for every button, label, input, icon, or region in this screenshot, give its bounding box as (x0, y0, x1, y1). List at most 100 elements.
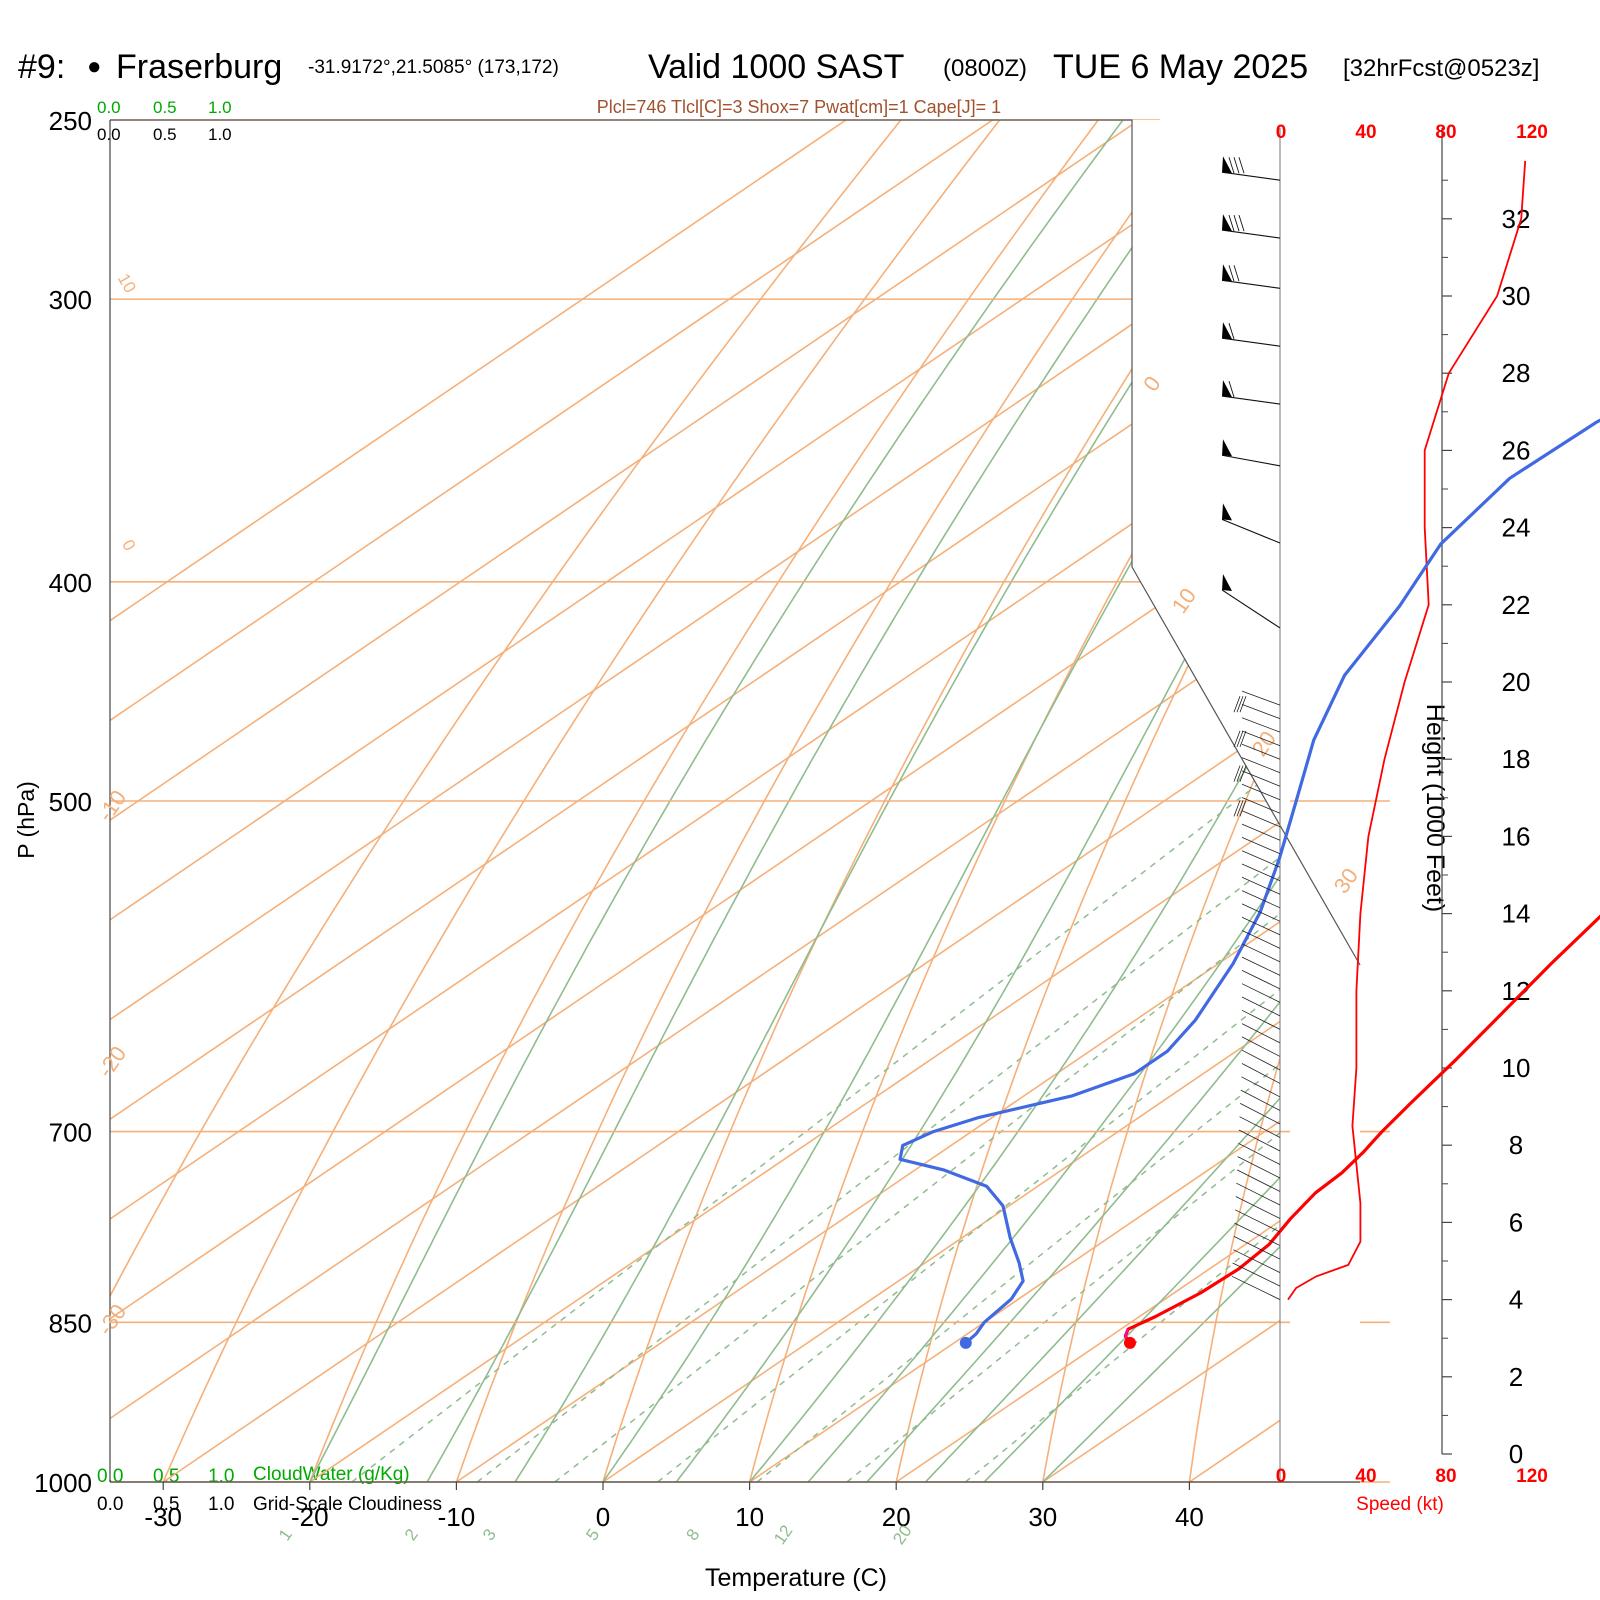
pressure-tick-label: 500 (49, 787, 92, 817)
mixing-ratio-label: 2 (401, 1525, 422, 1544)
dry-adiabat-line (602, 141, 1280, 1482)
dry-adiabat-line (455, 120, 1198, 1482)
dry-adiabat-line (162, 120, 1001, 1482)
wind-barb-feather (1228, 380, 1235, 398)
wind-barb-staff (1221, 337, 1281, 347)
pressure-tick-label: 700 (49, 1118, 92, 1148)
height-tick-label: 14 (1502, 899, 1531, 929)
wind-barb-feather (1239, 765, 1247, 782)
height-tick-label: 0 (1509, 1439, 1523, 1469)
cloud-scale-top: 0.0 0.5 1.0 0.0 0.5 1.0 (97, 98, 232, 144)
forecast-info: [32hrFcst@0523z] (1343, 55, 1539, 82)
isotherm-line (110, 120, 993, 722)
wind-barb-staff (1241, 837, 1281, 855)
cloudwater-tick-2: 1.0 (208, 98, 232, 117)
wind-barb-staff (1241, 943, 1281, 963)
wind-barb-staff (1231, 1275, 1281, 1300)
wind-barb-feather (1233, 800, 1241, 817)
moist-adiabat-line (983, 1176, 1280, 1482)
y-axis-title: P (hPa) (13, 781, 39, 859)
moist-adiabat-line (924, 1096, 1280, 1482)
wind-barb-feather (1233, 696, 1241, 713)
station-marker: ● (87, 53, 102, 80)
station-coords: -31.9172°,21.5085° (173,172) (308, 57, 559, 78)
cloudiness-tick-0: 0.0 (97, 1494, 123, 1515)
sounding-indices: Plcl=746 Tlcl[C]=3 Shox=7 Pwat[cm]=1 Cap… (597, 97, 1001, 117)
wind-speed-line (1287, 160, 1527, 1301)
height-tick-label: 28 (1502, 358, 1531, 388)
wind-barb-staff (1238, 1129, 1281, 1152)
wind-barb-staff (1240, 1103, 1281, 1125)
wind-barb-staff (1234, 1209, 1281, 1233)
temperature-tick-label: 10 (735, 1502, 764, 1532)
wind-barb-staff (1241, 850, 1281, 868)
diagram-mask (1132, 120, 1360, 1482)
wind-barb-staff (1241, 743, 1281, 760)
wind-barb-staff (1241, 930, 1281, 949)
isotherm-line (309, 821, 1280, 1482)
wind-barb-staff (1241, 1076, 1281, 1098)
wind-barb-feather (1233, 214, 1240, 232)
dry-adiabat-line (308, 120, 1100, 1482)
speed-tick-label-bottom: 0 (1276, 1466, 1287, 1487)
wind-barb-staff (1241, 1063, 1281, 1084)
surface-dewpoint-dot (959, 1336, 972, 1349)
wind-barb-staff (1221, 589, 1281, 629)
wind-barb-pennant (1222, 264, 1232, 282)
wind-barb-feather (1239, 800, 1247, 817)
wind-barb-staff (1233, 1236, 1281, 1260)
cloudwater-tick-0: 0.0 (97, 98, 121, 117)
wind-barb-staff (1241, 823, 1281, 841)
dry-adiabat-label: 10 (114, 270, 140, 296)
surface-temperature-dot (1123, 1336, 1136, 1349)
dry-adiabat-label: 0 (118, 536, 139, 554)
dry-adiabat-line (1331, 80, 1600, 1539)
dewpoint-line (898, 418, 1600, 1345)
moist-adiabat-line (748, 705, 1280, 1482)
pressure-tick-label: 250 (49, 106, 92, 136)
dry-adiabat-line (1480, 80, 1600, 1539)
wind-barb-feather (1236, 765, 1244, 782)
height-tick-label: 10 (1502, 1053, 1531, 1083)
wind-barb-staff (1221, 395, 1281, 405)
wind-barb-staff (1232, 1262, 1281, 1287)
station-name: Fraserburg (116, 48, 282, 86)
wind-barb-pennant (1222, 214, 1232, 232)
wind-barb-staff (1241, 903, 1281, 922)
zulu-time: (0800Z) (943, 55, 1027, 82)
isotherm-line (110, 120, 847, 622)
wind-barb-feather (1239, 730, 1247, 748)
wind-barb-staff (1237, 1156, 1281, 1179)
dry-adiabat-line (110, 120, 902, 1298)
wind-barb-staff (1235, 1196, 1281, 1219)
wind-barb-staff (1241, 1049, 1281, 1071)
wind-barb-staff (1241, 983, 1281, 1003)
wind-barb-staff (1241, 704, 1281, 720)
wind-barb-staff (1241, 783, 1281, 801)
wind-barb-staff (1241, 916, 1281, 936)
cloudiness-tick-2: 1.0 (208, 1494, 234, 1515)
wind-barb-feather (1233, 730, 1241, 748)
speed-tick-label-bottom: 40 (1355, 1466, 1376, 1487)
temperature-tick-label: 20 (882, 1502, 911, 1532)
wind-barb-staff (1241, 1023, 1281, 1044)
height-tick-label: 30 (1502, 281, 1531, 311)
wind-barb-feather (1239, 696, 1247, 713)
wind-barb-feather (1233, 765, 1241, 782)
isotherm-line (455, 920, 1280, 1482)
wind-barb-feather (1238, 214, 1245, 232)
wind-barb-pennant (1222, 322, 1232, 340)
wind-barb-feather (1228, 157, 1235, 174)
temperature-tick-label: 40 (1175, 1502, 1204, 1532)
isotherm-line (602, 1020, 1280, 1482)
wind-barb-staff (1234, 1222, 1281, 1246)
isotherm-label: -10 (92, 786, 131, 826)
height-tick-label: 18 (1502, 744, 1531, 774)
wind-barb-staff (1240, 1089, 1281, 1111)
wind-barb-staff (1241, 757, 1281, 774)
height-tick-label: 26 (1502, 435, 1531, 465)
temperature-tick-label: -30 (144, 1502, 182, 1532)
wind-barb-staff (1241, 890, 1281, 909)
wind-barb-staff (1239, 1116, 1281, 1138)
